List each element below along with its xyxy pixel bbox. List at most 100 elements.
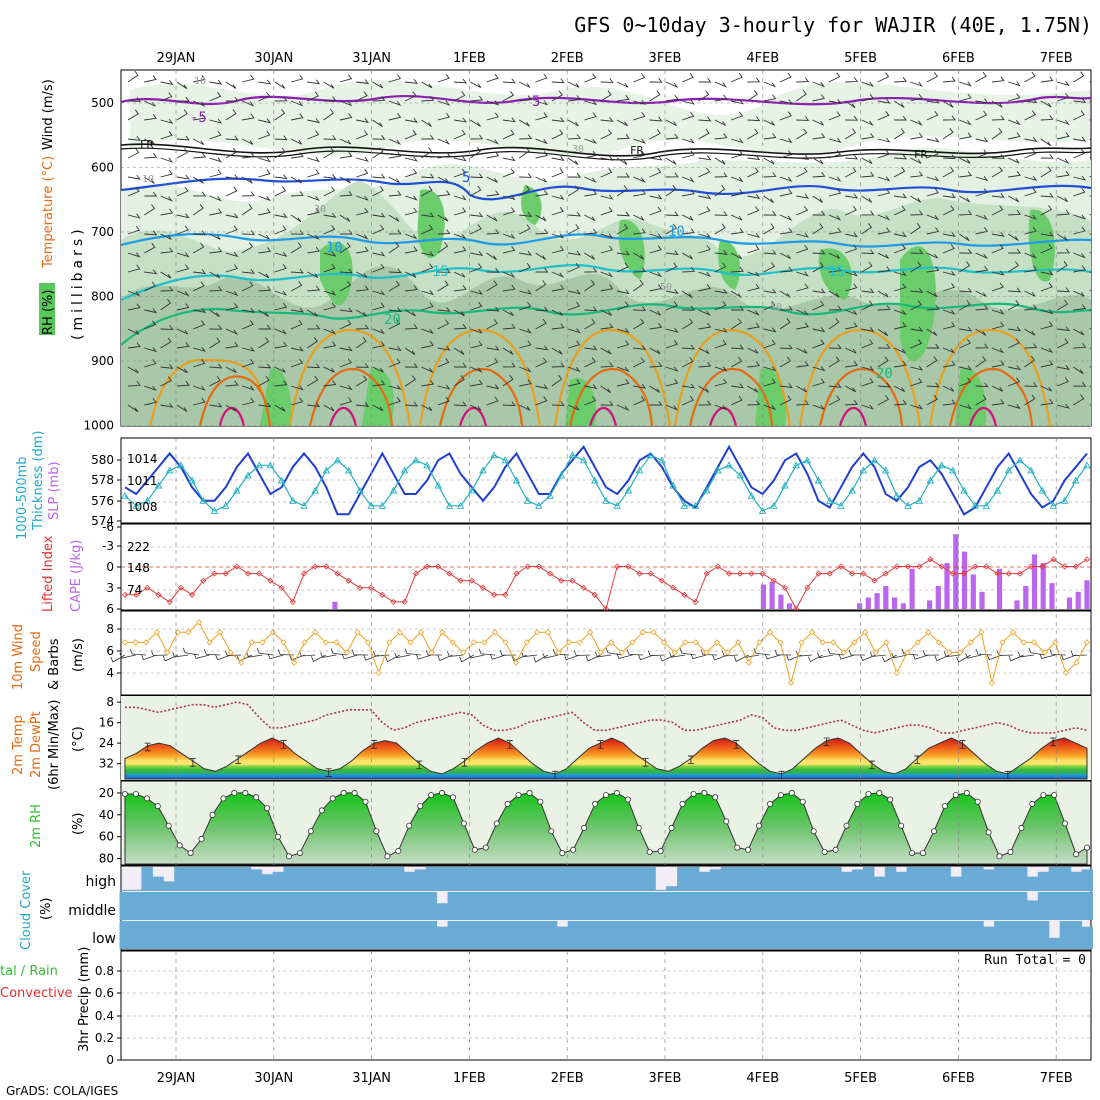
upper-wind-barb bbox=[470, 379, 483, 387]
upper-wind-barb bbox=[519, 212, 533, 217]
cloud-bar-high bbox=[545, 867, 558, 891]
upper-wind-barb bbox=[453, 246, 467, 254]
rh-marker bbox=[417, 803, 424, 810]
cloud-bar-middle bbox=[928, 892, 940, 920]
upper-wind-barb bbox=[1040, 385, 1053, 392]
upper-wind-barb bbox=[551, 168, 564, 178]
upper-wind-barb bbox=[453, 309, 465, 317]
cloud-bar-middle bbox=[1015, 892, 1028, 920]
cloud-bar-low bbox=[349, 921, 361, 949]
upper-wind-barb bbox=[861, 171, 875, 178]
upper-wind-barb bbox=[828, 188, 842, 197]
temp-minmax-bar bbox=[642, 758, 649, 767]
upper-wind-barb bbox=[861, 210, 875, 216]
upper-wind-barb bbox=[486, 396, 499, 406]
cloud-bar-low bbox=[130, 921, 142, 949]
upper-wind-barb bbox=[796, 271, 809, 277]
upper-wind-barb bbox=[1007, 233, 1019, 241]
upper-wind-barb bbox=[127, 404, 139, 413]
cloud-bar-low bbox=[534, 921, 547, 949]
cloud-bar-high bbox=[294, 867, 306, 891]
upper-wind-barb bbox=[730, 72, 743, 83]
cloud-bar-middle bbox=[808, 892, 820, 920]
stability-ylabel-li: Lifted Index bbox=[41, 535, 56, 612]
cape-bar bbox=[1084, 580, 1090, 609]
cloud-bar-low bbox=[141, 921, 153, 949]
rh-marker bbox=[799, 798, 806, 805]
upper-wind-barb bbox=[535, 306, 549, 312]
upper-wind-barb bbox=[307, 246, 321, 254]
upper-wind-barb bbox=[323, 380, 337, 387]
upper-wind-barb bbox=[633, 383, 647, 389]
precip-tick-label: 0.4 bbox=[95, 1009, 114, 1023]
thickness-marker bbox=[356, 486, 364, 494]
upper-wind-barb bbox=[600, 129, 613, 140]
wind-speed-line bbox=[125, 621, 1088, 685]
upper-wind-barb bbox=[160, 118, 174, 124]
upper-ylabel-unit: (millibars) bbox=[70, 225, 86, 340]
cloud-bar-low bbox=[152, 921, 164, 949]
upper-wind-barb bbox=[796, 283, 809, 292]
upper-wind-barb bbox=[372, 328, 385, 335]
upper-wind-barb bbox=[649, 194, 663, 200]
upper-wind-barb bbox=[828, 137, 842, 143]
upper-wind-barb bbox=[192, 204, 204, 216]
upper-wind-barb bbox=[1008, 132, 1021, 140]
contour-5 bbox=[121, 177, 1091, 201]
upper-wind-barb bbox=[176, 81, 188, 90]
upper-wind-barb bbox=[421, 263, 434, 273]
upper-wind-barb bbox=[1056, 338, 1069, 349]
upper-wind-barb bbox=[1024, 214, 1038, 220]
upper-wind-barb bbox=[926, 72, 938, 83]
thickness-marker bbox=[937, 461, 946, 469]
cloud-bar-low bbox=[1059, 921, 1072, 949]
upper-wind-barb bbox=[307, 285, 321, 292]
upper-wind-barb bbox=[763, 157, 775, 165]
rh-marker bbox=[1040, 792, 1047, 799]
upper-wind-barb bbox=[193, 281, 205, 292]
upper-wind-barb bbox=[160, 208, 174, 216]
thickness-marker bbox=[389, 486, 398, 494]
upper-wind-barb bbox=[1056, 299, 1069, 311]
thickness-marker bbox=[691, 501, 700, 509]
upper-wind-barb bbox=[616, 95, 630, 102]
upper-wind-barb bbox=[274, 264, 287, 273]
upper-wind-barb bbox=[209, 157, 223, 163]
cloud-bar-middle bbox=[513, 892, 525, 920]
cloud-bar-high bbox=[720, 867, 733, 891]
upper-wind-barb bbox=[127, 148, 140, 159]
upper-wind-barb bbox=[356, 156, 369, 162]
lifted-index-marker bbox=[860, 570, 867, 577]
thickness-marker bbox=[915, 496, 923, 504]
upper-wind-barb bbox=[926, 188, 939, 197]
upper-wind-barb bbox=[356, 118, 370, 123]
wind-barb bbox=[808, 654, 823, 663]
rh-marker bbox=[635, 824, 642, 831]
upper-wind-barb bbox=[551, 129, 564, 140]
upper-wind-barb bbox=[551, 323, 565, 330]
upper-wind-barb bbox=[763, 133, 777, 140]
upper-wind-barb bbox=[600, 362, 614, 368]
upper-wind-barb bbox=[991, 115, 1005, 121]
upper-wind-barb bbox=[665, 157, 677, 165]
upper-wind-barb bbox=[845, 283, 858, 292]
upper-wind-barb bbox=[861, 249, 875, 255]
upper-wind-barb bbox=[796, 193, 810, 199]
cloud-bar-low bbox=[403, 921, 416, 949]
cloud-bar-low bbox=[217, 921, 230, 949]
top-date-label: 31JAN bbox=[352, 51, 391, 66]
upper-wind-barb bbox=[1024, 265, 1038, 273]
rh-marker bbox=[1084, 844, 1091, 851]
upper-wind-barb bbox=[763, 210, 777, 216]
upper-wind-barb bbox=[894, 115, 907, 121]
upper-wind-barb bbox=[193, 359, 206, 368]
cloud-bar-low bbox=[316, 921, 328, 949]
upper-wind-barb bbox=[258, 285, 272, 292]
upper-wind-barb bbox=[812, 210, 826, 216]
lifted-index-marker bbox=[804, 584, 811, 591]
upper-wind-barb bbox=[779, 72, 792, 83]
thickness-tick-label: 576 bbox=[91, 494, 114, 508]
lifted-index-marker bbox=[368, 584, 375, 591]
upper-wind-barb bbox=[1024, 71, 1036, 83]
cape-bar bbox=[927, 600, 933, 609]
